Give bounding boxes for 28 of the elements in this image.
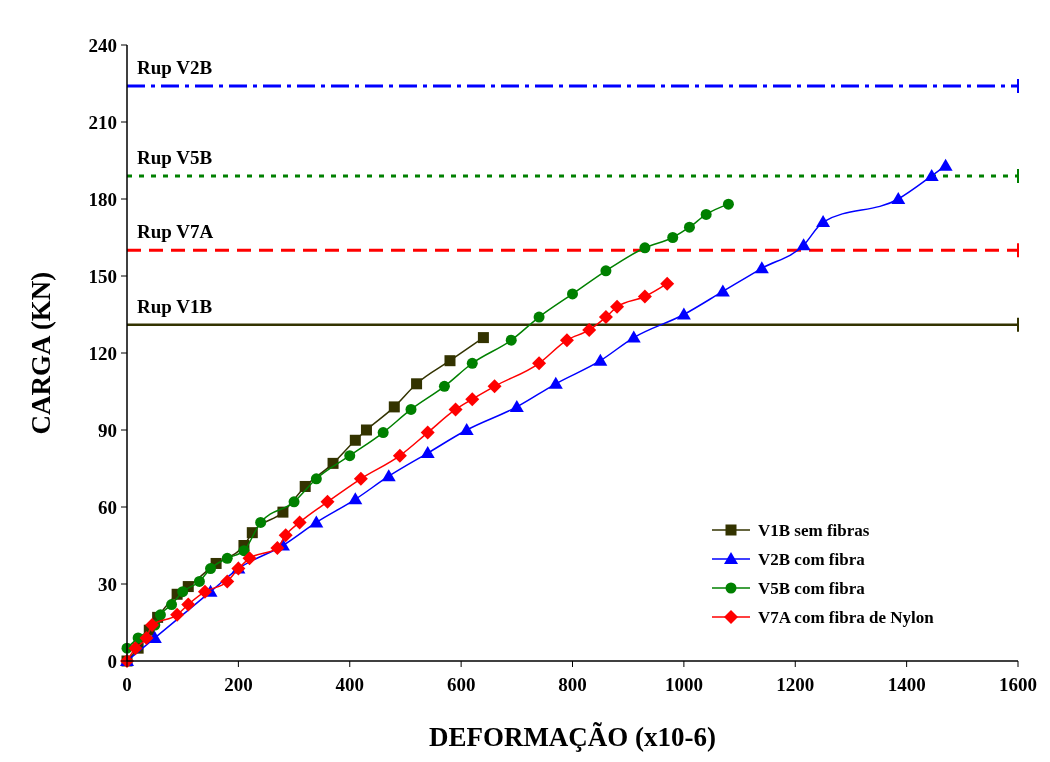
y-tick-label: 210 xyxy=(88,111,117,133)
y-tick-label: 180 xyxy=(88,188,117,210)
legend-label: V7A com fibra de Nylon xyxy=(758,607,935,627)
ref-line-label: Rup V2B xyxy=(137,57,213,79)
x-tick-label: 0 xyxy=(122,674,132,695)
x-tick-label: 1600 xyxy=(999,674,1037,695)
x-tick-label: 1000 xyxy=(664,674,703,695)
x-axis-title: DEFORMAÇÃO (x10-6) xyxy=(428,722,717,752)
x-tick-label: 200 xyxy=(224,674,253,695)
ref-line-label: Rup V7A xyxy=(137,221,214,243)
x-tick-label: 1400 xyxy=(887,674,926,695)
y-tick-label: 90 xyxy=(98,419,117,441)
y-tick-label: 30 xyxy=(98,573,117,595)
y-tick-label: 240 xyxy=(88,34,117,56)
x-tick-label: 1200 xyxy=(776,674,815,695)
y-tick-label: 150 xyxy=(88,265,117,287)
legend-label: V2B com fibra xyxy=(758,549,866,569)
ref-line-label: Rup V1B xyxy=(137,295,213,317)
x-tick-label: 400 xyxy=(335,674,364,695)
y-tick-label: 0 xyxy=(107,650,117,672)
y-tick-label: 120 xyxy=(88,342,117,364)
legend-label: V5B com fibra xyxy=(758,578,866,598)
x-tick-label: 800 xyxy=(558,674,587,695)
ref-line-label: Rup V5B xyxy=(137,146,213,168)
x-tick-label: 600 xyxy=(446,674,476,695)
y-tick-label: 60 xyxy=(98,496,117,518)
y-axis-title: CARGA (KN) xyxy=(26,271,56,435)
legend-label: V1B sem fibras xyxy=(758,520,870,540)
